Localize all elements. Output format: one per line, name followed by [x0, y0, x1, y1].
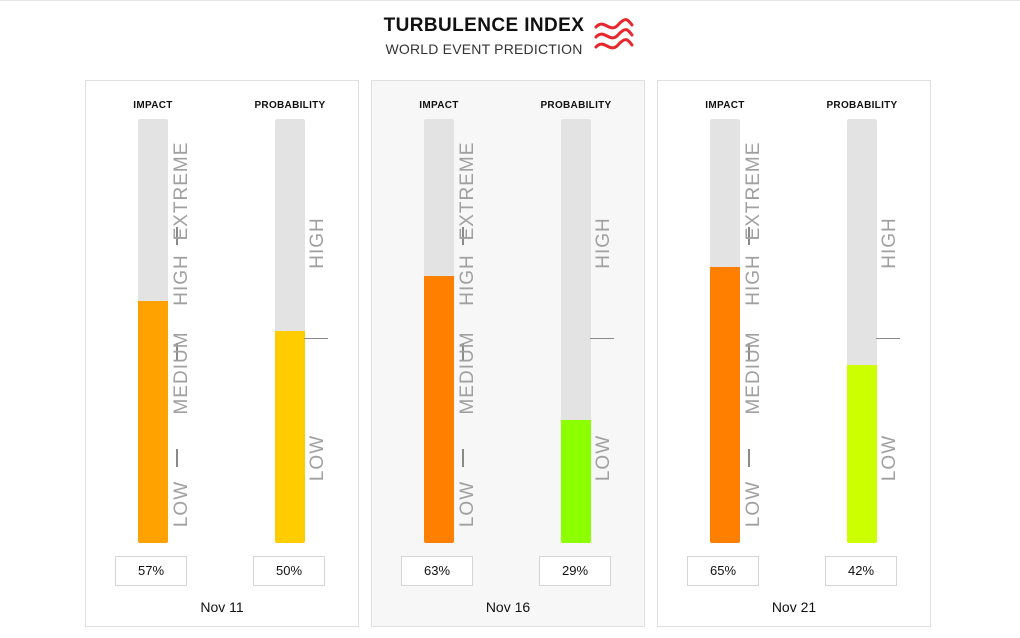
impact-value-label: 57% [115, 556, 187, 586]
probability-band-text: LOW [879, 434, 900, 482]
date-label: Nov 16 [485, 599, 531, 615]
top-divider [0, 0, 1020, 1]
probability-band-text: LOW [307, 434, 328, 482]
gauge-panel: IMPACT LOW MEDIUM HIGH EXTREME 65% PROBABILITY… [657, 80, 931, 627]
impact-band-text: LOW [457, 480, 478, 528]
page-subtitle: WORLD EVENT PREDICTION [385, 41, 583, 57]
probability-band-text: LOW [593, 434, 614, 482]
probability-label: PROBABILITY [540, 100, 612, 111]
probability-band-text: HIGH [307, 217, 328, 269]
probability-band-text: HIGH [879, 217, 900, 269]
probability-gauge-track [847, 119, 877, 543]
probability-label: PROBABILITY [826, 100, 898, 111]
impact-band-text: MEDIUM [171, 331, 192, 415]
probability-gauge-fill [847, 364, 877, 543]
page-title: TURBULENCE INDEX [383, 15, 585, 36]
date-label: Nov 21 [771, 599, 817, 615]
probability-value-label: 42% [825, 556, 897, 586]
impact-band-text: EXTREME [743, 141, 764, 241]
impact-label: IMPACT [705, 100, 745, 111]
scale-tick [176, 343, 178, 361]
impact-band-text: LOW [743, 480, 764, 528]
impact-label: IMPACT [133, 100, 173, 111]
probability-gauge-fill [561, 420, 591, 543]
impact-band-text: HIGH [171, 254, 192, 306]
scale-tick [590, 338, 614, 339]
scale-tick [876, 338, 900, 339]
probability-value-label: 29% [539, 556, 611, 586]
impact-gauge-track [710, 119, 740, 543]
impact-gauge-fill [710, 267, 740, 543]
scale-tick [462, 343, 464, 361]
date-label: Nov 11 [200, 599, 244, 615]
impact-scale: LOW MEDIUM HIGH EXTREME [170, 119, 204, 543]
scale-tick [462, 449, 464, 467]
impact-band-text: HIGH [743, 254, 764, 306]
probability-scale: LOW HIGH [590, 119, 626, 543]
probability-gauge-track [275, 119, 305, 543]
probability-scale: LOW HIGH [876, 119, 912, 543]
header: TURBULENCE INDEX WORLD EVENT PREDICTION [0, 14, 1020, 66]
impact-scale: LOW MEDIUM HIGH EXTREME [742, 119, 776, 543]
impact-band-text: HIGH [457, 254, 478, 306]
impact-band-text: EXTREME [457, 141, 478, 241]
impact-gauge-track [138, 119, 168, 543]
impact-gauge-track [424, 119, 454, 543]
impact-value-label: 65% [687, 556, 759, 586]
impact-band-text: MEDIUM [457, 331, 478, 415]
wave-lines-icon [594, 18, 634, 50]
impact-band-text: MEDIUM [743, 331, 764, 415]
scale-tick [462, 227, 464, 245]
gauge-panel: IMPACT LOW MEDIUM HIGH EXTREME 57% PROBABILITY… [85, 80, 359, 627]
impact-band-text: EXTREME [171, 141, 192, 241]
probability-gauge-fill [275, 331, 305, 543]
probability-gauge-track [561, 119, 591, 543]
impact-label: IMPACT [419, 100, 459, 111]
scale-tick [304, 338, 328, 339]
impact-band-text: LOW [171, 480, 192, 528]
scale-tick [748, 227, 750, 245]
probability-band-text: HIGH [593, 217, 614, 269]
scale-tick [748, 343, 750, 361]
probability-scale: LOW HIGH [304, 119, 340, 543]
gauge-panel: IMPACT LOW MEDIUM HIGH EXTREME 63% PROBABILITY… [371, 80, 645, 627]
scale-tick [748, 449, 750, 467]
impact-value-label: 63% [401, 556, 473, 586]
probability-label: PROBABILITY [254, 100, 326, 111]
impact-gauge-fill [424, 275, 454, 543]
probability-value-label: 50% [253, 556, 325, 586]
impact-scale: LOW MEDIUM HIGH EXTREME [456, 119, 490, 543]
impact-gauge-fill [138, 301, 168, 543]
scale-tick [176, 227, 178, 245]
scale-tick [176, 449, 178, 467]
